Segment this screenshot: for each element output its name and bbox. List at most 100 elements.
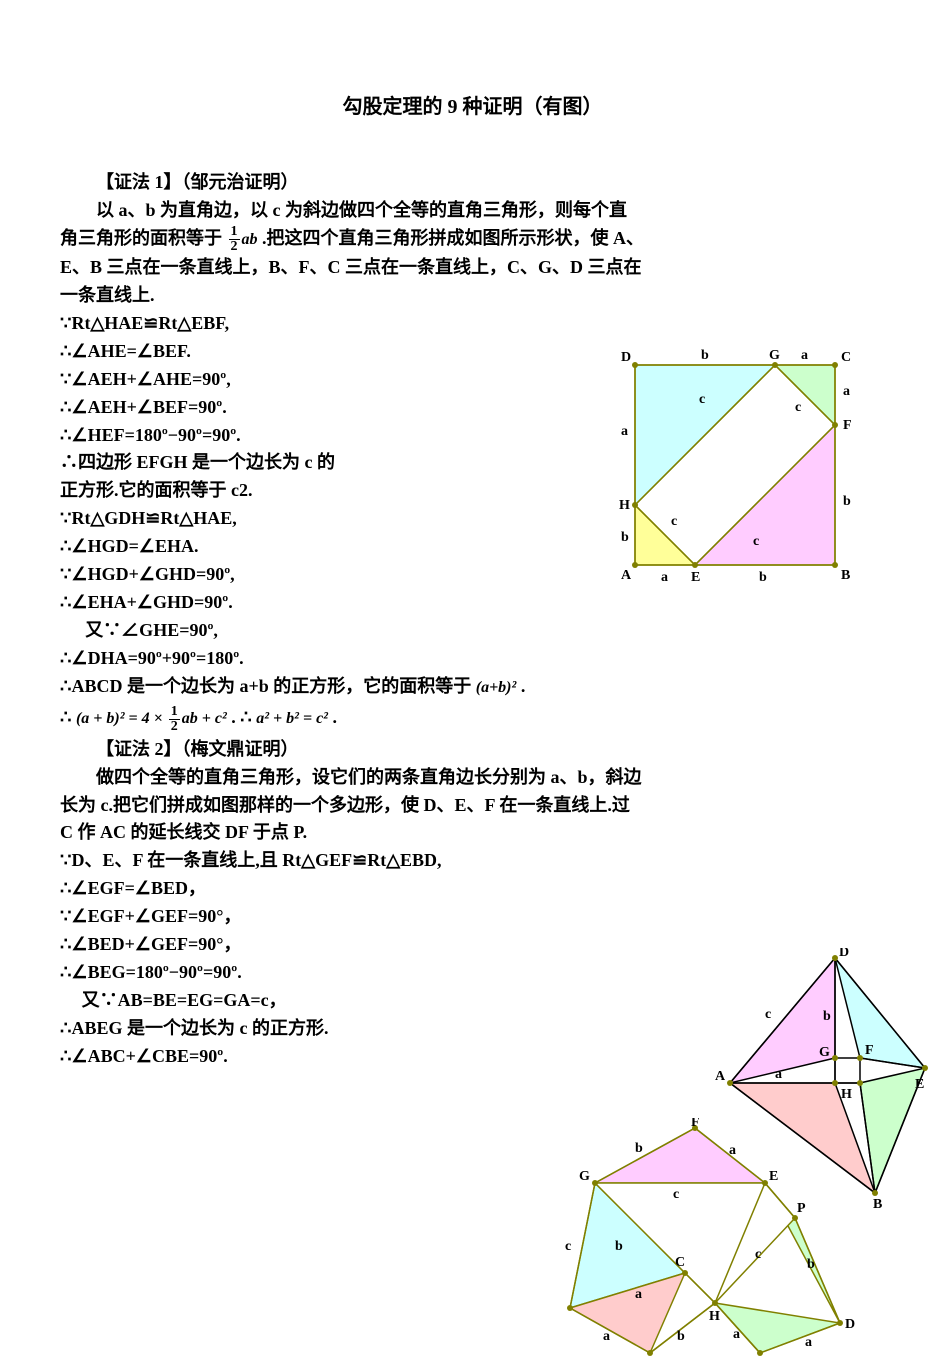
lbl-E: E [691,570,700,585]
lbl-F: F [691,1118,700,1130]
lbl-C: C [841,350,851,365]
fraction: 12 [169,705,180,734]
lbl-b4: b [621,530,629,545]
lbl-c: c [765,1007,771,1022]
proof1-intro1: 以 a、b 为直角边，以 c 为斜边做四个全等的直角三角形，则每个直 [60,197,885,225]
proof-line: ∵∠EGF+∠GEF=90°， [60,903,480,931]
lbl-a2: a [635,1287,642,1302]
lbl-c2: c [753,534,759,549]
center-square [835,1058,860,1083]
fraction-half-ab: 12 [229,225,240,254]
lbl-a4: a [621,424,628,439]
lbl-c3: c [755,1247,761,1262]
lbl-a3: a [801,348,808,363]
lbl-D: D [839,948,849,960]
lbl-c1: c [671,514,677,529]
lbl-a1: a [729,1143,736,1158]
proof1-conclusion1: ∴ABCD 是一个边长为 a+b 的正方形，它的面积等于 (a+b)² . [60,673,885,701]
proof-line: ∴∠EHA+∠GHD=90º. [60,589,480,617]
lbl-b3: b [701,348,709,363]
proof1-intro2: 角三角形的面积等于 12ab .把这四个直角三角形拼成如图所示形状，使 A、 [60,225,885,254]
lbl-b4: b [807,1257,815,1272]
lbl-b: b [759,570,767,585]
lbl-E: E [915,1077,924,1092]
lbl-B: B [841,568,850,583]
lbl-B: B [643,1357,652,1358]
lbl-E: E [769,1169,778,1184]
proof-line: ∴∠DHA=90º+90º=180º. [60,645,480,673]
lbl-A: A [715,1069,726,1084]
figure3-svg: F G E P D C H B A b a c c b a a b a a b [555,1118,875,1358]
lbl-a5: a [805,1335,812,1350]
text: .把这四个直角三角形拼成如图所示形状，使 A、 [262,228,644,248]
proof2-intro3: C 作 AC 的延长线交 DF 于点 P. [60,819,885,847]
proof-line: ∴∠HGD=∠EHA. [60,533,480,561]
text: ∴ [60,707,71,727]
lbl-a2: a [843,384,850,399]
math-eq1: (a + b)² = 4 × [76,710,167,727]
lbl-F: F [865,1043,874,1058]
math-ab: ab [242,231,258,248]
lbl-a: a [775,1067,782,1082]
proof-line: ∵∠HGD+∠GHD=90º, [60,561,480,589]
proof-line: ∵∠AEH+∠AHE=90º, [60,366,480,394]
lbl-c3: c [795,400,801,415]
proof-line: ∴∠ABC+∠CBE=90º. [60,1043,480,1071]
lbl-D: D [845,1317,855,1332]
lbl-C: C [675,1255,685,1270]
lbl-D: D [621,350,631,365]
text: 角三角形的面积等于 [60,228,222,248]
lbl-b2: b [615,1239,623,1254]
lbl-c4: c [699,392,705,407]
proof1-intro4: 一条直线上. [60,282,885,310]
proof1-intro3: E、B 三点在一条直线上，B、F、C 三点在一条直线上，C、G、D 三点在 [60,254,885,282]
lbl-a: a [661,570,668,585]
proof-line: ∵D、E、F 在一条直线上,且 Rt△GEF≌Rt△EBD, [60,847,480,875]
proof1-final: ∴ (a + b)² = 4 × 12ab + c² . ∴ a² + b² =… [60,704,885,733]
proof-line: ∴∠BEG=180º−90º=90º. [60,959,480,987]
document-page: 勾股定理的 9 种证明（有图） 【证法 1】（邹元治证明） 以 a、b 为直角边… [0,0,945,1337]
lbl-F: F [843,418,852,433]
math-eq1b: ab + c² [182,710,227,727]
proof-line: ∴ABEG 是一个边长为 c 的正方形. [60,1015,480,1043]
lbl-b: b [823,1009,831,1024]
text: . [332,707,337,727]
proof-line: 又∵AB=BE=EG=GA=c， [82,987,480,1015]
proof-line: ∴∠HEF=180º−90º=90º. [60,422,480,450]
lbl-A: A [621,568,632,583]
lbl-G: G [769,348,780,363]
lbl-G: G [819,1045,830,1060]
lbl-H: H [709,1309,720,1324]
lbl-P: P [797,1201,806,1216]
proof-line: 正方形.它的面积等于 c2. [60,477,480,505]
proof-line: ∴∠BED+∠GEF=90°， [60,931,480,959]
lbl-a4: a [733,1327,740,1342]
figure1-svg: A B C D E F G H a b b a a b a b c c c c [615,345,855,585]
proof-line: ∵Rt△GDH≌Rt△HAE, [60,505,480,533]
lbl-G: G [579,1169,590,1184]
proof2-intro1: 做四个全等的直角三角形，设它们的两条直角边长分别为 a、b，斜边 [60,764,885,792]
figure-3-polygon: F G E P D C H B A b a c c b a a b a a b [555,1118,875,1363]
proof-line: ∴四边形 EFGH 是一个边长为 c 的 [60,449,480,477]
proof1-heading: 【证法 1】（邹元治证明） [60,169,885,197]
proof-line: 又∵∠GHE=90º, [85,617,480,645]
proof2-steps: ∵D、E、F 在一条直线上,且 Rt△GEF≌Rt△EBD, ∴∠EGF=∠BE… [60,847,480,1070]
math-eq2: a² + b² = c² [256,710,328,727]
lbl-c2: c [565,1239,571,1254]
figure-1-pythagoras-square: A B C D E F G H a b b a a b a b c c c c [615,345,855,590]
text: . [521,676,526,696]
math-ab-squared: (a+b)² [476,679,517,696]
proof-line: ∴∠AEH+∠BEF=90º. [60,394,480,422]
proof2-intro2: 长为 c.把它们拼成如图那样的一个多边形，使 D、E、F 在一条直线上.过 [60,792,885,820]
lbl-b2: b [843,494,851,509]
page-title: 勾股定理的 9 种证明（有图） [60,90,885,119]
proof-line: ∵Rt△HAE≌Rt△EBF, [60,310,480,338]
proof2-heading: 【证法 2】（梅文鼎证明） [60,736,885,764]
proof1-steps: ∵Rt△HAE≌Rt△EBF, ∴∠AHE=∠BEF. ∵∠AEH+∠AHE=9… [60,310,480,673]
lbl-b1: b [635,1141,643,1156]
content-body: 【证法 1】（邹元治证明） 以 a、b 为直角边，以 c 为斜边做四个全等的直角… [60,169,885,1070]
lbl-A: A [757,1357,768,1358]
text: . ∴ [231,707,251,727]
proof-line: ∴∠AHE=∠BEF. [60,338,480,366]
lbl-H: H [841,1087,852,1102]
